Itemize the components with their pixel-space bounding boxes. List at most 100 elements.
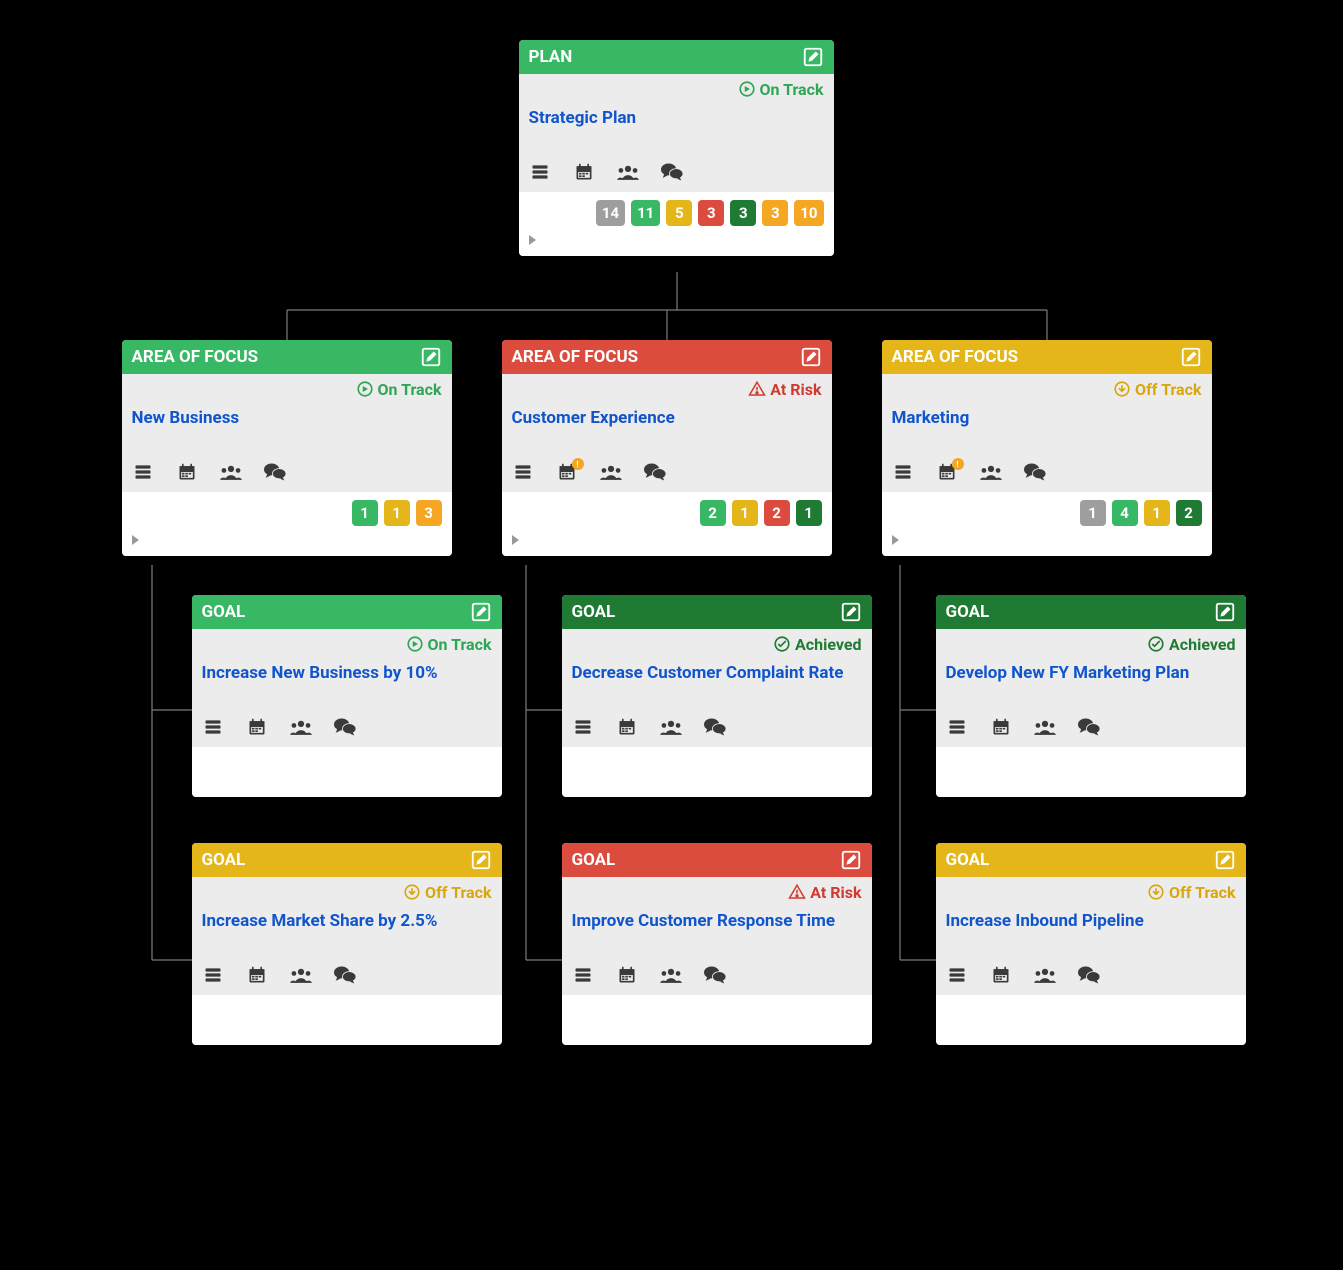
count-chip[interactable]: 1	[384, 500, 410, 526]
down-circle-icon	[1113, 383, 1131, 402]
count-chip[interactable]: 1	[1144, 500, 1170, 526]
users-icon[interactable]	[600, 462, 622, 482]
users-icon[interactable]	[1034, 717, 1056, 737]
edit-icon[interactable]	[1214, 601, 1236, 623]
area-card: AREA OF FOCUSAt RiskCustomer Experience!…	[502, 340, 832, 556]
action-icons-row	[562, 711, 872, 747]
chat-icon[interactable]	[704, 717, 726, 737]
count-chip[interactable]: 5	[666, 200, 692, 226]
edit-icon[interactable]	[800, 346, 822, 368]
users-icon[interactable]	[1034, 965, 1056, 985]
stack-icon[interactable]	[512, 462, 534, 482]
expand-row	[882, 534, 1212, 556]
edit-icon[interactable]	[802, 46, 824, 68]
stack-icon[interactable]	[946, 965, 968, 985]
count-chip[interactable]: 10	[794, 200, 823, 226]
chat-icon[interactable]	[264, 462, 286, 482]
expand-toggle-icon[interactable]	[892, 535, 899, 545]
count-chip[interactable]: 4	[1112, 500, 1138, 526]
count-chip[interactable]: 3	[698, 200, 724, 226]
stack-icon[interactable]	[202, 717, 224, 737]
edit-icon[interactable]	[420, 346, 442, 368]
count-chip[interactable]: 1	[796, 500, 822, 526]
action-icons-row	[519, 156, 834, 192]
calendar-icon[interactable]	[246, 965, 268, 985]
edit-icon[interactable]	[1180, 346, 1202, 368]
users-icon[interactable]	[290, 965, 312, 985]
chat-icon[interactable]	[661, 162, 683, 182]
stack-icon[interactable]	[529, 162, 551, 182]
card-title-row: New Business	[122, 404, 452, 456]
count-chip[interactable]: 2	[1176, 500, 1202, 526]
count-chip[interactable]: 11	[631, 200, 660, 226]
stack-icon[interactable]	[946, 717, 968, 737]
edit-icon[interactable]	[840, 601, 862, 623]
card-header: AREA OF FOCUS	[502, 340, 832, 374]
down-circle-icon	[403, 886, 421, 905]
card-title-row: Improve Customer Response Time	[562, 907, 872, 959]
stack-icon[interactable]	[892, 462, 914, 482]
chat-icon[interactable]	[644, 462, 666, 482]
card-title-link[interactable]: Decrease Customer Complaint Rate	[572, 663, 844, 683]
stack-icon[interactable]	[572, 965, 594, 985]
count-chip[interactable]: 2	[764, 500, 790, 526]
calendar-icon[interactable]: !	[556, 462, 578, 482]
count-chips-row: 1412	[882, 492, 1212, 534]
calendar-icon[interactable]	[990, 965, 1012, 985]
stack-icon[interactable]	[572, 717, 594, 737]
expand-toggle-icon[interactable]	[512, 535, 519, 545]
status-label: On Track	[428, 635, 492, 654]
count-chip[interactable]: 1	[1080, 500, 1106, 526]
count-chip[interactable]: 3	[416, 500, 442, 526]
card-title-row: Increase Inbound Pipeline	[936, 907, 1246, 959]
expand-toggle-icon[interactable]	[132, 535, 139, 545]
card-title-link[interactable]: Increase Inbound Pipeline	[946, 911, 1144, 931]
card-title-link[interactable]: Increase Market Share by 2.5%	[202, 911, 438, 931]
count-chip[interactable]: 1	[352, 500, 378, 526]
calendar-icon[interactable]	[573, 162, 595, 182]
edit-icon[interactable]	[840, 849, 862, 871]
calendar-icon[interactable]	[616, 717, 638, 737]
card-type-label: AREA OF FOCUS	[892, 347, 1019, 367]
card-title-link[interactable]: Improve Customer Response Time	[572, 911, 836, 931]
arrow-circle-icon	[356, 383, 374, 402]
users-icon[interactable]	[980, 462, 1002, 482]
chat-icon[interactable]	[704, 965, 726, 985]
card-title-link[interactable]: Marketing	[892, 408, 970, 428]
edit-icon[interactable]	[470, 849, 492, 871]
card-title-link[interactable]: Customer Experience	[512, 408, 675, 428]
card-title-link[interactable]: New Business	[132, 408, 240, 428]
expand-toggle-icon[interactable]	[529, 235, 536, 245]
card-header: PLAN	[519, 40, 834, 74]
chat-icon[interactable]	[334, 965, 356, 985]
chat-icon[interactable]	[1024, 462, 1046, 482]
count-chip[interactable]: 1	[732, 500, 758, 526]
count-chip[interactable]: 2	[700, 500, 726, 526]
users-icon[interactable]	[617, 162, 639, 182]
card-header: GOAL	[936, 843, 1246, 877]
card-title-link[interactable]: Develop New FY Marketing Plan	[946, 663, 1190, 683]
users-icon[interactable]	[220, 462, 242, 482]
status-label: Achieved	[1169, 635, 1235, 654]
count-chip[interactable]: 3	[730, 200, 756, 226]
count-chip[interactable]: 14	[596, 200, 625, 226]
calendar-icon[interactable]	[616, 965, 638, 985]
calendar-icon[interactable]	[990, 717, 1012, 737]
chat-icon[interactable]	[334, 717, 356, 737]
stack-icon[interactable]	[132, 462, 154, 482]
chat-icon[interactable]	[1078, 965, 1100, 985]
card-title-link[interactable]: Increase New Business by 10%	[202, 663, 438, 683]
calendar-icon[interactable]	[176, 462, 198, 482]
users-icon[interactable]	[660, 717, 682, 737]
users-icon[interactable]	[290, 717, 312, 737]
edit-icon[interactable]	[1214, 849, 1236, 871]
chat-icon[interactable]	[1078, 717, 1100, 737]
notification-badge: !	[952, 458, 964, 470]
calendar-icon[interactable]	[246, 717, 268, 737]
users-icon[interactable]	[660, 965, 682, 985]
card-title-link[interactable]: Strategic Plan	[529, 108, 637, 128]
calendar-icon[interactable]: !	[936, 462, 958, 482]
edit-icon[interactable]	[470, 601, 492, 623]
stack-icon[interactable]	[202, 965, 224, 985]
count-chip[interactable]: 3	[762, 200, 788, 226]
